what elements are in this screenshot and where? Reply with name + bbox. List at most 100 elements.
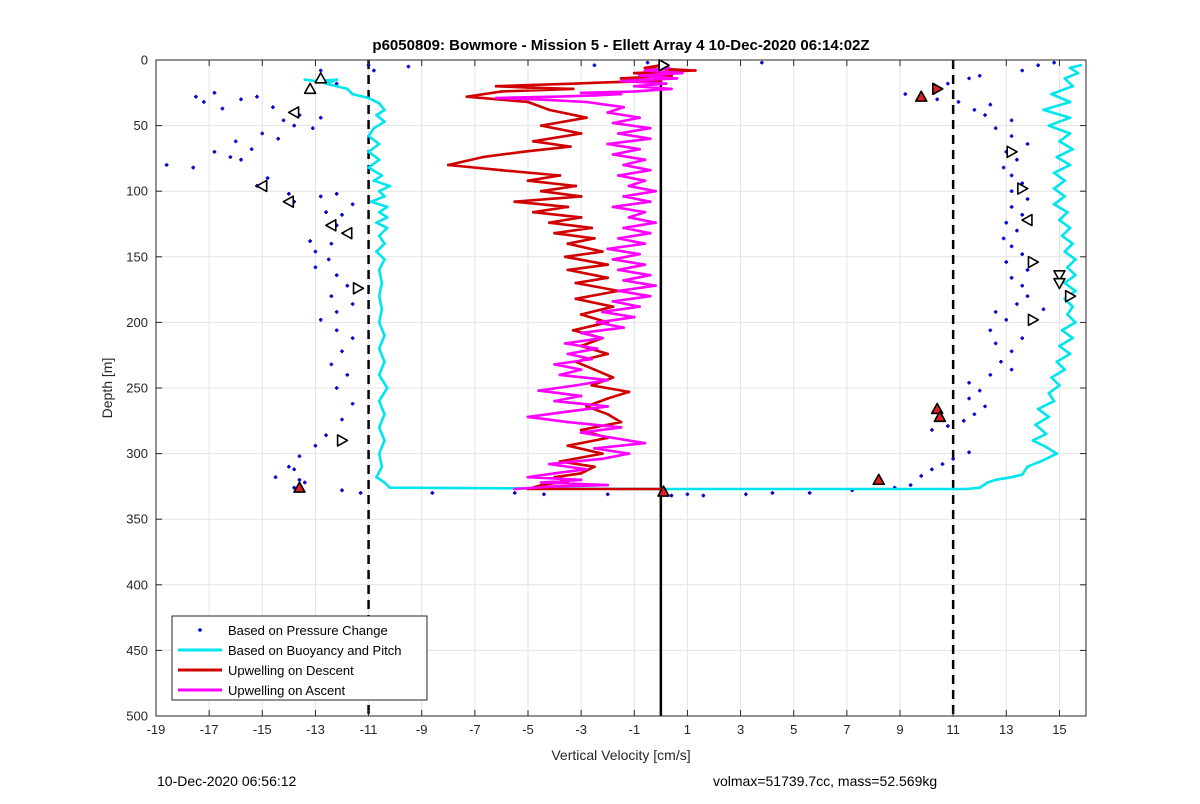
pressure-change-point: [919, 474, 924, 478]
series-point: [385, 205, 389, 209]
series-point: [585, 100, 588, 104]
series-point: [526, 415, 530, 419]
series-point: [601, 336, 604, 340]
series-point: [643, 66, 647, 70]
x-tick-label: 13: [999, 722, 1013, 737]
series-point: [593, 465, 596, 469]
series-point: [638, 147, 641, 151]
series-point: [375, 250, 378, 253]
pressure-change-point: [1052, 60, 1056, 65]
series-point: [303, 78, 307, 82]
pressure-change-point: [340, 417, 344, 422]
series-point: [619, 425, 623, 429]
pressure-change-point: [276, 136, 281, 141]
series-point: [611, 121, 615, 125]
series-point: [380, 281, 384, 285]
pressure-change-point: [1009, 275, 1014, 280]
series-point: [595, 321, 599, 324]
ascent-marker: [1053, 269, 1066, 282]
series-point: [627, 390, 631, 394]
series-point: [1047, 124, 1051, 127]
series-point: [539, 481, 543, 484]
ticks: -19 -17 -15 -13 -11 -9 -7 -5 -3 -1 1 3 5 7 9 11 13 150501…: [126, 53, 1086, 737]
series-point: [606, 142, 610, 146]
series-point: [648, 168, 652, 172]
pressure-change-point: [645, 60, 650, 65]
series-point: [1026, 465, 1029, 469]
pressure-change-point: [1025, 294, 1030, 298]
pressure-change-point: [313, 265, 318, 270]
y-tick-label: 400: [126, 577, 148, 592]
x-tick-label: -19: [147, 722, 166, 737]
ascent-marker: [1053, 277, 1066, 290]
ascent-marker: [1027, 313, 1040, 327]
series-point: [638, 74, 641, 78]
series-point: [1073, 321, 1077, 324]
x-tick-label: -3: [575, 722, 587, 737]
y-tick-label: 150: [126, 249, 148, 264]
series-point: [571, 87, 575, 91]
series-point: [375, 221, 378, 225]
series-point: [632, 71, 636, 75]
series-point: [643, 158, 647, 162]
pressure-change-point: [956, 100, 961, 104]
pressure-change-point: [1020, 181, 1025, 186]
series-point: [643, 210, 647, 214]
pressure-change-point: [212, 91, 217, 95]
series-point: [558, 373, 562, 377]
series-point: [616, 237, 620, 240]
series-point: [606, 111, 610, 114]
chart-title: p6050809: Bowmore - Mission 5 - Ellett A…: [372, 37, 869, 54]
legend-label-pressure: Based on Pressure Change: [228, 623, 388, 638]
series-point: [619, 420, 623, 424]
series-point: [335, 78, 339, 82]
pressure-change-point: [977, 73, 982, 78]
pressure-change-point: [334, 328, 339, 333]
ascent-marker: [352, 281, 365, 295]
series-point: [579, 313, 583, 316]
series-point: [526, 179, 530, 183]
pressure-change-point: [273, 475, 278, 480]
series-point: [566, 268, 570, 272]
series-point: [622, 105, 626, 109]
series-point: [638, 252, 641, 256]
series-point: [1063, 179, 1067, 183]
series-point: [643, 441, 647, 445]
series-point: [872, 487, 875, 491]
legend-label-ascent: Upwelling on Ascent: [228, 683, 345, 698]
pressure-change-point: [1020, 336, 1025, 340]
series-point: [579, 478, 583, 482]
x-tick-label: -15: [253, 722, 272, 737]
series-point: [521, 150, 525, 154]
pressure-change-point: [1036, 63, 1040, 68]
series-point: [566, 444, 570, 448]
series-point: [638, 116, 641, 120]
series-point: [611, 305, 615, 309]
y-tick-label: 250: [126, 381, 148, 396]
series-point: [377, 373, 381, 377]
pressure-change-point: [329, 362, 334, 367]
series-point: [579, 132, 583, 135]
pressure-change-point: [967, 396, 971, 401]
series-point: [537, 389, 541, 393]
pressure-change-point: [1009, 349, 1014, 354]
series-point: [1058, 344, 1061, 348]
pressure-change-point: [292, 467, 296, 472]
series-point: [616, 268, 620, 272]
series-point: [377, 321, 381, 324]
series-point: [377, 158, 381, 162]
pressure-change-point: [993, 126, 998, 131]
pressure-change-point: [313, 443, 318, 448]
series-point: [606, 247, 610, 251]
pressure-change-point: [930, 467, 934, 472]
series-point: [585, 404, 588, 408]
series-point: [1052, 187, 1056, 190]
pressure-change-point: [967, 380, 971, 385]
pressure-change-point: [1009, 118, 1014, 123]
pressure-change-point: [1004, 220, 1009, 225]
series-point: [526, 475, 530, 479]
series-point: [375, 475, 378, 479]
series-point: [1055, 452, 1059, 455]
series-point: [654, 284, 657, 288]
legend-swatch-pressure: [198, 628, 202, 632]
